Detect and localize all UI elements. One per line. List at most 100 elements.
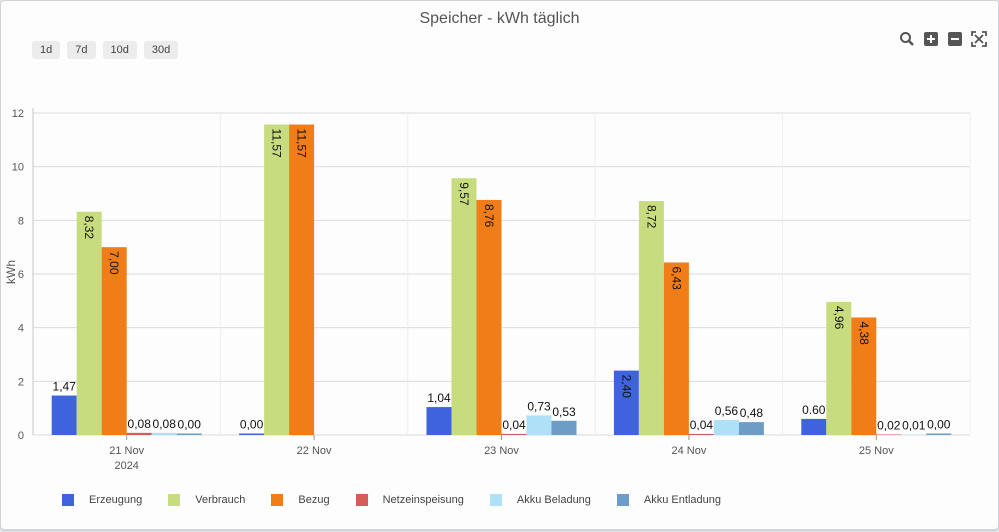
legend-label: Akku Beladung bbox=[516, 494, 591, 506]
x-axis: 21 Nov 2024 22 Nov 23 Nov 24 Nov 25 Nov bbox=[109, 435, 894, 472]
y-tick-label: 4 bbox=[18, 323, 24, 335]
data-label: 8,76 bbox=[482, 204, 496, 228]
legend-item[interactable]: Verbrauch bbox=[168, 494, 245, 506]
fullscreen-icon[interactable] bbox=[971, 31, 987, 47]
range-button-10d[interactable]: 10d bbox=[102, 41, 137, 59]
data-labels: 1,47 0,00 1,04 2,40 0.60 8,32 11,57 9,57 8,72 4,9… bbox=[53, 129, 951, 433]
data-label: 0,56 bbox=[715, 404, 739, 418]
range-button-group: 1d 7d 10d 30d bbox=[32, 41, 179, 59]
bar[interactable] bbox=[51, 395, 77, 435]
bar[interactable] bbox=[126, 432, 152, 435]
bar[interactable] bbox=[426, 407, 452, 435]
bar[interactable] bbox=[663, 262, 689, 435]
y-tick-label: 6 bbox=[18, 269, 24, 281]
data-label: 8,32 bbox=[82, 216, 96, 240]
bar[interactable] bbox=[476, 199, 502, 435]
bar[interactable] bbox=[76, 211, 102, 435]
bar[interactable] bbox=[851, 317, 877, 435]
x-tick-label: 21 Nov bbox=[109, 445, 144, 457]
legend-label: Erzeugung bbox=[89, 494, 143, 506]
y-tick-label: 8 bbox=[18, 215, 24, 227]
x-tick-label: 23 Nov bbox=[484, 445, 519, 457]
y-tick-label: 10 bbox=[12, 162, 24, 174]
legend-label: Verbrauch bbox=[195, 494, 246, 506]
data-label: 2,40 bbox=[619, 375, 633, 399]
bar[interactable] bbox=[176, 433, 202, 436]
bar[interactable] bbox=[501, 433, 527, 435]
data-label: 0,01 bbox=[902, 419, 926, 433]
chart-legend: Erzeugung Verbrauch Bezug Netzeinspeisung Ak… bbox=[62, 494, 747, 506]
bar[interactable] bbox=[801, 418, 827, 435]
legend-item[interactable]: Akku Entladung bbox=[616, 494, 721, 506]
y-axis-label: kWh bbox=[4, 260, 18, 284]
data-label: 0,00 bbox=[927, 418, 951, 432]
bar[interactable] bbox=[738, 422, 764, 435]
legend-swatch bbox=[355, 494, 368, 506]
legend-item[interactable]: Akku Beladung bbox=[489, 494, 591, 506]
bar[interactable] bbox=[551, 420, 577, 435]
legend-label: Bezug bbox=[298, 494, 330, 506]
chart-toolbar bbox=[899, 31, 987, 47]
data-label: 0.60 bbox=[802, 403, 826, 417]
data-label: 4,38 bbox=[857, 321, 871, 345]
y-tick-label: 0 bbox=[18, 430, 24, 442]
data-label: 0,48 bbox=[740, 406, 764, 420]
bar[interactable] bbox=[926, 433, 952, 436]
legend-item[interactable]: Netzeinspeisung bbox=[355, 494, 464, 506]
legend-item[interactable]: Erzeugung bbox=[62, 494, 142, 506]
data-label: 9,57 bbox=[457, 182, 471, 206]
bar[interactable] bbox=[264, 124, 290, 435]
data-label: 0,02 bbox=[877, 418, 901, 432]
bar[interactable] bbox=[713, 419, 739, 435]
x-tick-label: 24 Nov bbox=[671, 445, 706, 457]
bar[interactable] bbox=[101, 247, 127, 435]
y-tick-label: 2 bbox=[18, 376, 24, 388]
legend-label: Netzeinspeisung bbox=[382, 494, 464, 506]
data-label: 0,53 bbox=[552, 405, 576, 419]
legend-swatch bbox=[489, 494, 502, 506]
plus-icon[interactable] bbox=[923, 31, 939, 47]
bar[interactable] bbox=[826, 301, 852, 435]
bar[interactable] bbox=[688, 433, 714, 435]
data-label: 0,73 bbox=[527, 399, 551, 413]
bar[interactable] bbox=[613, 370, 639, 435]
legend-swatch bbox=[271, 494, 284, 506]
y-tick-label: 12 bbox=[12, 108, 24, 120]
bar-series bbox=[51, 124, 952, 436]
data-label: 0,04 bbox=[502, 418, 526, 432]
legend-label: Akku Entladung bbox=[643, 494, 721, 506]
data-label: 11,57 bbox=[270, 129, 284, 158]
bar[interactable] bbox=[451, 178, 477, 435]
bar[interactable] bbox=[239, 433, 265, 436]
data-label: 0,08 bbox=[128, 417, 152, 431]
bar[interactable] bbox=[289, 124, 315, 435]
legend-swatch bbox=[616, 494, 629, 506]
data-label: 1,47 bbox=[53, 380, 77, 394]
data-label: 0,04 bbox=[690, 418, 714, 432]
data-label: 0,08 bbox=[153, 417, 177, 431]
data-label: 4,96 bbox=[832, 306, 846, 330]
data-label: 1,04 bbox=[427, 391, 451, 405]
data-label: 0,00 bbox=[178, 418, 202, 432]
bar[interactable] bbox=[638, 201, 664, 435]
x-tick-label: 22 Nov bbox=[297, 445, 332, 457]
range-button-7d[interactable]: 7d bbox=[67, 41, 96, 59]
bar[interactable] bbox=[151, 432, 177, 435]
bar[interactable] bbox=[526, 415, 552, 435]
minus-icon[interactable] bbox=[947, 31, 963, 47]
legend-swatch bbox=[62, 494, 74, 506]
data-label: 8,72 bbox=[644, 205, 658, 229]
data-label: 11,57 bbox=[295, 129, 309, 158]
data-label: 0,00 bbox=[240, 418, 264, 432]
data-label: 7,00 bbox=[107, 251, 121, 275]
y-axis: 0 2 4 6 8 10 12 bbox=[12, 108, 34, 442]
x-tick-sublabel: 2024 bbox=[114, 460, 138, 472]
range-button-30d[interactable]: 30d bbox=[143, 41, 179, 59]
bar[interactable] bbox=[876, 434, 902, 435]
range-button-1d[interactable]: 1d bbox=[32, 41, 61, 59]
legend-item[interactable]: Bezug bbox=[271, 494, 330, 506]
x-tick-label: 25 Nov bbox=[859, 445, 894, 457]
zoom-icon[interactable] bbox=[899, 31, 915, 47]
legend-swatch bbox=[168, 494, 181, 506]
